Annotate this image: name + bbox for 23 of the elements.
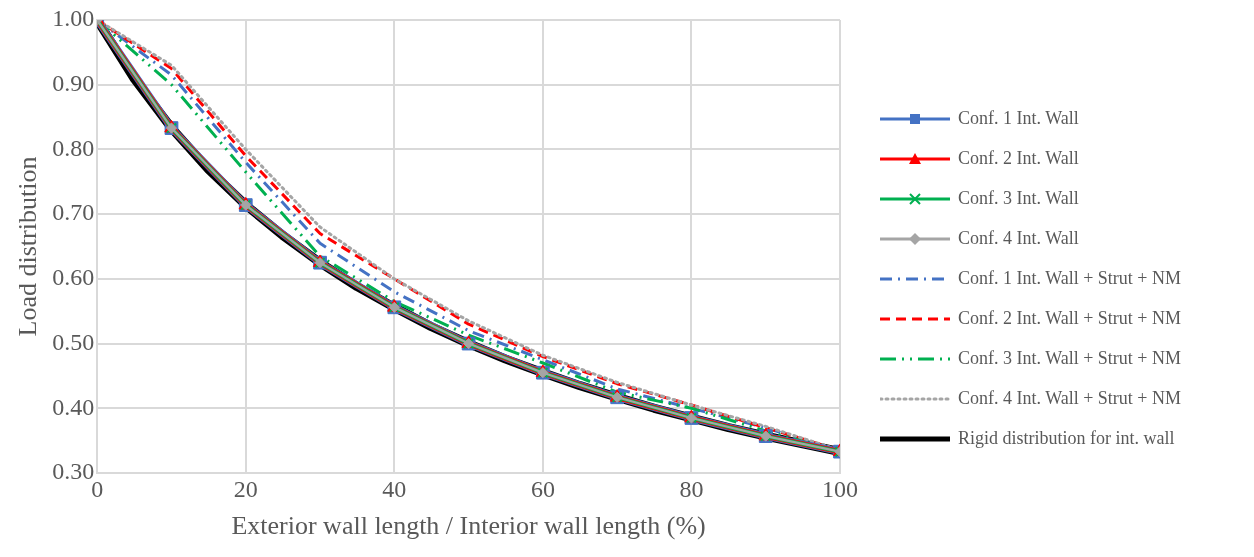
legend-label: Conf. 2 Int. Wall + Strut + NM: [958, 308, 1182, 329]
y-tick-label: 0.50: [52, 328, 95, 355]
x-tick-label: 100: [822, 475, 858, 502]
legend-label: Rigid distribution for int. wall: [958, 428, 1175, 449]
legend-label: Conf. 4 Int. Wall: [958, 228, 1079, 249]
legend-label: Conf. 2 Int. Wall: [958, 148, 1079, 169]
x-tick-label: 80: [679, 475, 704, 502]
y-tick-label: 0.90: [52, 70, 95, 97]
legend-label: Conf. 3 Int. Wall: [958, 188, 1079, 209]
y-tick-label: 0.60: [52, 264, 95, 291]
legend-label: Conf. 4 Int. Wall + Strut + NM: [958, 388, 1182, 409]
y-axis-title: Load distribution: [13, 156, 43, 337]
legend-label: Conf. 1 Int. Wall: [958, 108, 1079, 129]
legend-label: Conf. 1 Int. Wall + Strut + NM: [958, 268, 1182, 289]
y-tick-label: 1.00: [52, 5, 95, 32]
x-tick-label: 20: [233, 475, 258, 502]
legend-label: Conf. 3 Int. Wall + Strut + NM: [958, 348, 1182, 369]
x-axis-title: Exterior wall length / Interior wall length (%): [231, 511, 706, 541]
x-tick-label: 40: [382, 475, 407, 502]
x-tick-label: 60: [530, 475, 555, 502]
y-tick-label: 0.40: [52, 393, 95, 420]
y-tick-label: 0.80: [52, 134, 95, 161]
y-tick-label: 0.70: [52, 199, 95, 226]
